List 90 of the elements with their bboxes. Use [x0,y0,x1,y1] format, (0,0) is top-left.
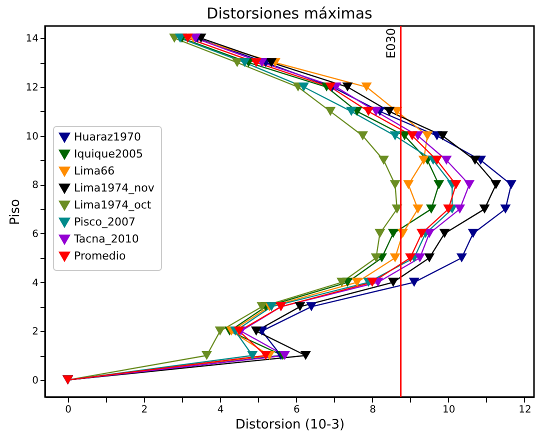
point [298,82,310,92]
y-tick-label: 0 [32,375,38,386]
point [294,302,306,312]
point [403,180,414,190]
legend-label: Lima66 [74,164,115,178]
point [468,228,478,238]
point [346,106,357,116]
point [418,156,429,165]
point [390,180,400,190]
point [384,106,395,116]
point [342,82,353,92]
legend-label: Huaraz1970 [74,130,142,144]
chart-title: Distorsiones máximas [206,4,373,22]
point [439,228,450,238]
point [260,350,271,360]
point [470,156,480,165]
point [361,82,372,92]
point [240,58,250,68]
legend-label: Lima1974_nov [74,182,155,194]
point [250,326,262,336]
y-tick-label: 2 [32,326,38,338]
point [443,204,454,214]
point [500,204,511,214]
point [358,131,368,140]
point [406,131,418,140]
y-tick-label: 12 [26,82,38,94]
x-axis-title: Distorsion (10-3) [235,418,345,432]
point [250,58,262,68]
y-tick-label: 6 [32,228,38,240]
point [306,302,317,312]
point [266,58,277,68]
y-tick-label: 10 [26,131,38,142]
point [363,106,374,116]
point [374,228,386,238]
y-axis-title: Piso [8,199,23,225]
point [201,350,212,360]
point [405,253,416,262]
point [490,180,502,190]
point [388,278,398,287]
point [464,180,475,190]
x-tick-label: 12 [518,404,532,416]
point [367,278,378,287]
x-tick-label: 10 [442,404,456,416]
point [456,253,467,262]
point [416,228,427,238]
point [390,131,400,140]
point [432,156,442,165]
point [414,253,426,262]
y-tick-label: 8 [32,180,38,192]
point [424,253,435,262]
point [336,278,348,287]
point [247,350,258,360]
legend-label: Pisco_2007 [74,216,136,228]
point [256,302,268,312]
point [412,204,424,214]
point [424,228,435,238]
point [506,180,516,190]
y-tick-label: 4 [32,278,38,289]
point [325,106,336,116]
point [300,350,311,360]
point [352,278,362,287]
point [388,228,398,238]
x-tick-label: 8 [370,404,376,416]
point [434,180,444,190]
ref-line-label: E030 [384,28,398,58]
point [214,326,226,336]
x-tick-label: 0 [65,404,72,416]
point [408,278,420,287]
point [437,131,448,140]
point [390,253,400,262]
point [454,204,466,214]
point [479,204,490,214]
point [422,131,433,140]
x-tick-label: 2 [141,404,148,416]
point [182,34,193,43]
point [426,204,436,214]
legend-label: Tacna_2010 [73,232,139,246]
point [378,156,389,165]
legend-label: Promedio [74,250,126,262]
point [392,204,402,214]
legend-label: Lima1974_oct [74,198,152,212]
legend-label: Iquique2005 [74,148,143,160]
x-tick-label: 6 [293,404,300,416]
y-tick-label: 14 [26,34,38,45]
point [232,58,242,68]
point [450,180,462,190]
x-tick-label: 4 [217,404,224,416]
point [370,106,382,116]
point [370,253,382,262]
point [441,156,452,165]
